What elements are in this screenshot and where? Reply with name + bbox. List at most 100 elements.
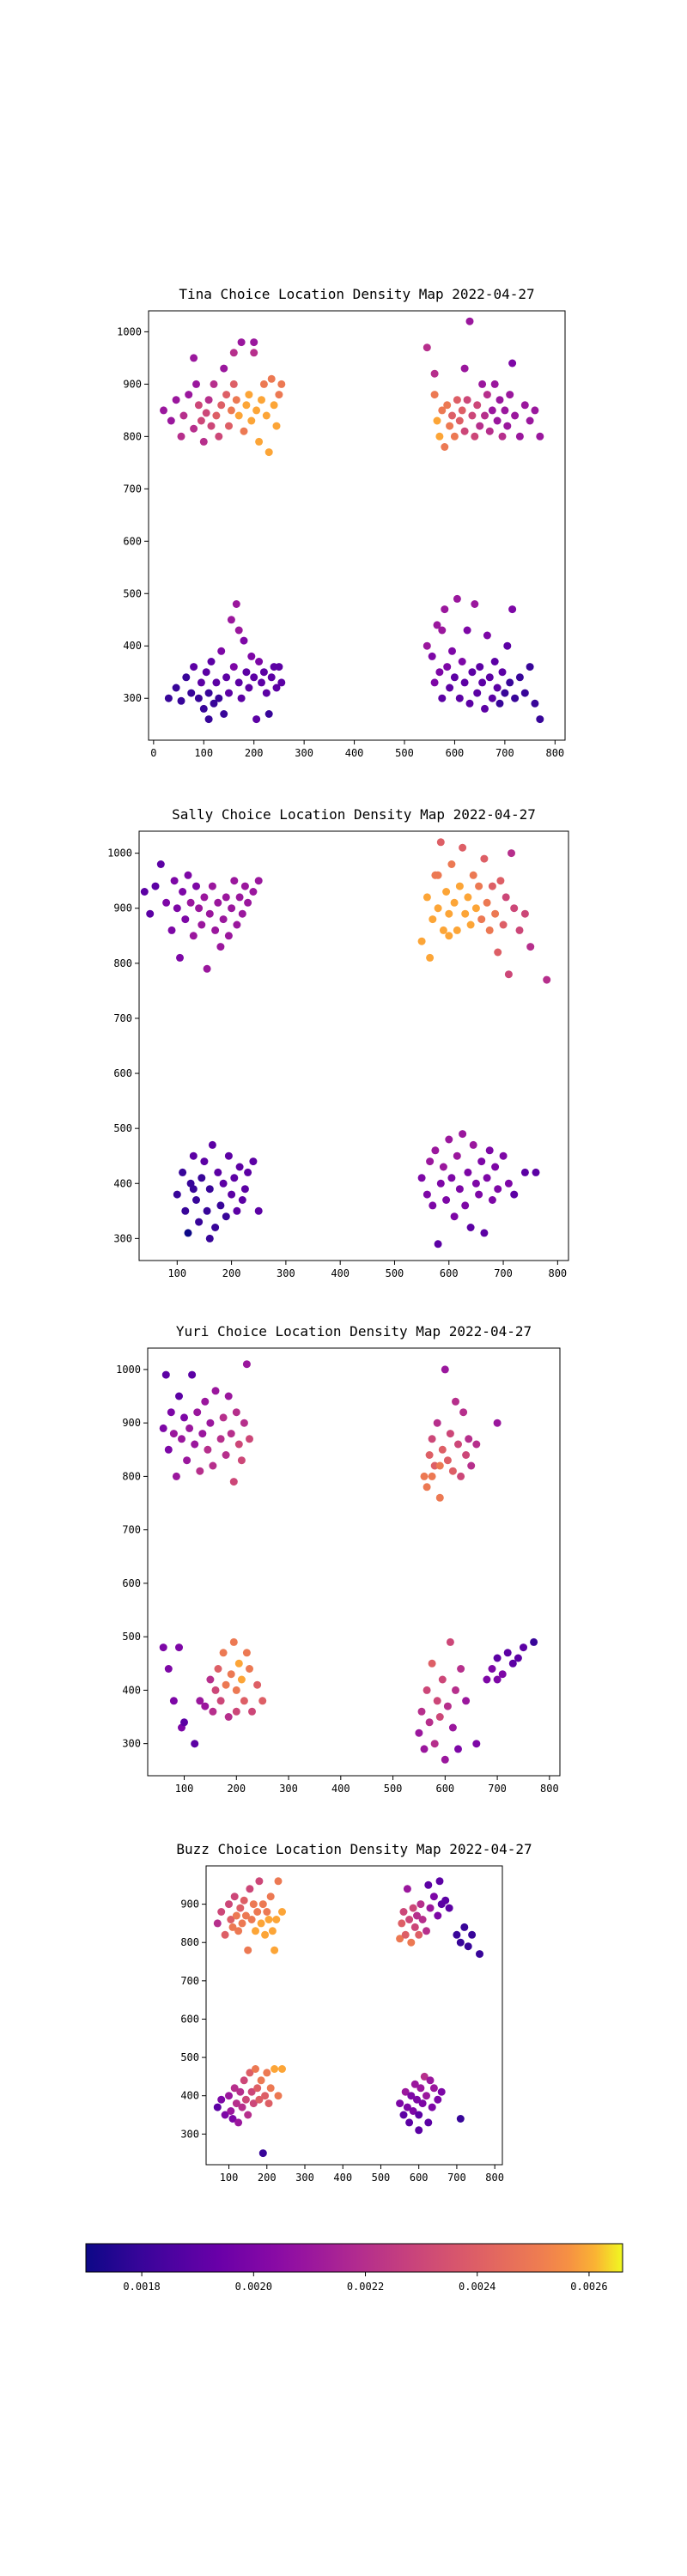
- scatter-point: [262, 411, 271, 420]
- scatter-point: [504, 1179, 513, 1188]
- scatter-point: [418, 2099, 427, 2108]
- scatter-point: [176, 953, 184, 962]
- scatter-point: [238, 1919, 246, 1928]
- scatter-point: [221, 1930, 229, 1939]
- scatter-point: [488, 1665, 496, 1673]
- scatter-point: [247, 2087, 256, 2096]
- scatter-point: [407, 1938, 416, 1947]
- scatter-point: [502, 893, 510, 902]
- scatter-point: [232, 1911, 240, 1920]
- scatter-point: [407, 2092, 416, 2100]
- x-tick-label: 600: [410, 2172, 429, 2184]
- scatter-point: [222, 893, 230, 902]
- scatter-point: [503, 1649, 512, 1657]
- scatter-point: [238, 2103, 246, 2111]
- scatter-point: [415, 2111, 423, 2119]
- scatter-point: [246, 1885, 254, 1893]
- y-tick-label: 600: [123, 535, 142, 547]
- scatter-point: [180, 1718, 188, 1727]
- scatter-point: [228, 1923, 237, 1931]
- scatter-point: [433, 416, 441, 425]
- scatter-point: [493, 1419, 502, 1427]
- scatter-point: [254, 877, 263, 885]
- scatter-point: [471, 432, 479, 440]
- scatter-point: [236, 2087, 245, 2096]
- scatter-point: [250, 349, 258, 357]
- scatter-point: [175, 1643, 183, 1652]
- scatter-point: [164, 694, 173, 702]
- scatter-point: [488, 406, 496, 415]
- scatter-point: [460, 678, 469, 687]
- x-tick-label: 800: [485, 2172, 504, 2184]
- y-tick-label: 400: [113, 1177, 132, 1189]
- scatter-point: [213, 2103, 222, 2111]
- scatter-point: [508, 359, 517, 368]
- scatter-point: [224, 932, 233, 940]
- scatter-point: [208, 882, 216, 890]
- scatter-point: [450, 1212, 459, 1221]
- scatter-point: [490, 658, 499, 665]
- scatter-point: [238, 1196, 246, 1204]
- scatter-point: [264, 2099, 273, 2108]
- scatter-point: [455, 416, 464, 425]
- scatter-point: [520, 689, 529, 697]
- scatter-point: [232, 1707, 240, 1716]
- scatter-point: [461, 1201, 470, 1210]
- scatter-point: [475, 1190, 483, 1199]
- scatter-point: [510, 1190, 519, 1199]
- scatter-point: [483, 898, 491, 907]
- scatter-point: [490, 380, 499, 388]
- scatter-point: [232, 1686, 240, 1694]
- y-tick-label: 300: [180, 2128, 199, 2140]
- scatter-point: [443, 663, 452, 671]
- scatter-point: [430, 369, 439, 378]
- scatter-point: [240, 1896, 248, 1905]
- scatter-point: [248, 1707, 256, 1716]
- scatter-point: [536, 432, 544, 440]
- scatter-point: [247, 1916, 256, 1923]
- scatter-point: [531, 699, 539, 708]
- scatter-point: [413, 2095, 421, 2104]
- scatter-point: [435, 432, 444, 440]
- scatter-point: [240, 1419, 248, 1427]
- scatter-point: [185, 391, 193, 399]
- y-tick-label: 500: [123, 587, 142, 599]
- scatter-point: [448, 647, 456, 655]
- scatter-point: [423, 1927, 430, 1935]
- scatter-point: [258, 396, 265, 404]
- scatter-point: [216, 1201, 225, 1210]
- scatter-point: [455, 1185, 464, 1194]
- scatter-point: [480, 854, 489, 863]
- scatter-point: [212, 678, 221, 687]
- scatter-point: [460, 364, 469, 373]
- colorbar-tick-label: 0.0020: [235, 2281, 272, 2293]
- scatter-point: [498, 668, 507, 677]
- x-tick-label: 400: [331, 1783, 350, 1795]
- scatter-point: [426, 953, 435, 962]
- y-tick-label: 700: [180, 1975, 199, 1987]
- scatter-point: [247, 652, 256, 660]
- scatter-point: [530, 1637, 538, 1646]
- scatter-point: [496, 877, 505, 885]
- scatter-point: [435, 1877, 444, 1886]
- scatter-point: [221, 2111, 229, 2119]
- y-tick-label: 1000: [117, 325, 142, 337]
- scatter-point: [257, 2076, 265, 2085]
- scatter-point: [267, 673, 276, 682]
- scatter-point: [201, 1702, 210, 1710]
- scatter-point: [455, 694, 464, 702]
- scatter-point: [255, 1877, 264, 1886]
- scatter-point: [426, 2076, 435, 2085]
- scatter-point: [241, 2095, 250, 2104]
- scatter-point: [459, 843, 467, 852]
- scatter-point: [443, 1456, 452, 1465]
- scatter-point: [227, 406, 235, 415]
- x-tick-label: 200: [227, 1783, 246, 1795]
- scatter-point: [210, 699, 218, 708]
- scatter-point: [495, 396, 504, 404]
- scatter-point: [493, 1654, 502, 1662]
- scatter-point: [463, 626, 471, 635]
- scatter-point: [418, 1916, 427, 1923]
- scatter-point: [520, 1643, 527, 1652]
- scatter-point: [190, 354, 198, 362]
